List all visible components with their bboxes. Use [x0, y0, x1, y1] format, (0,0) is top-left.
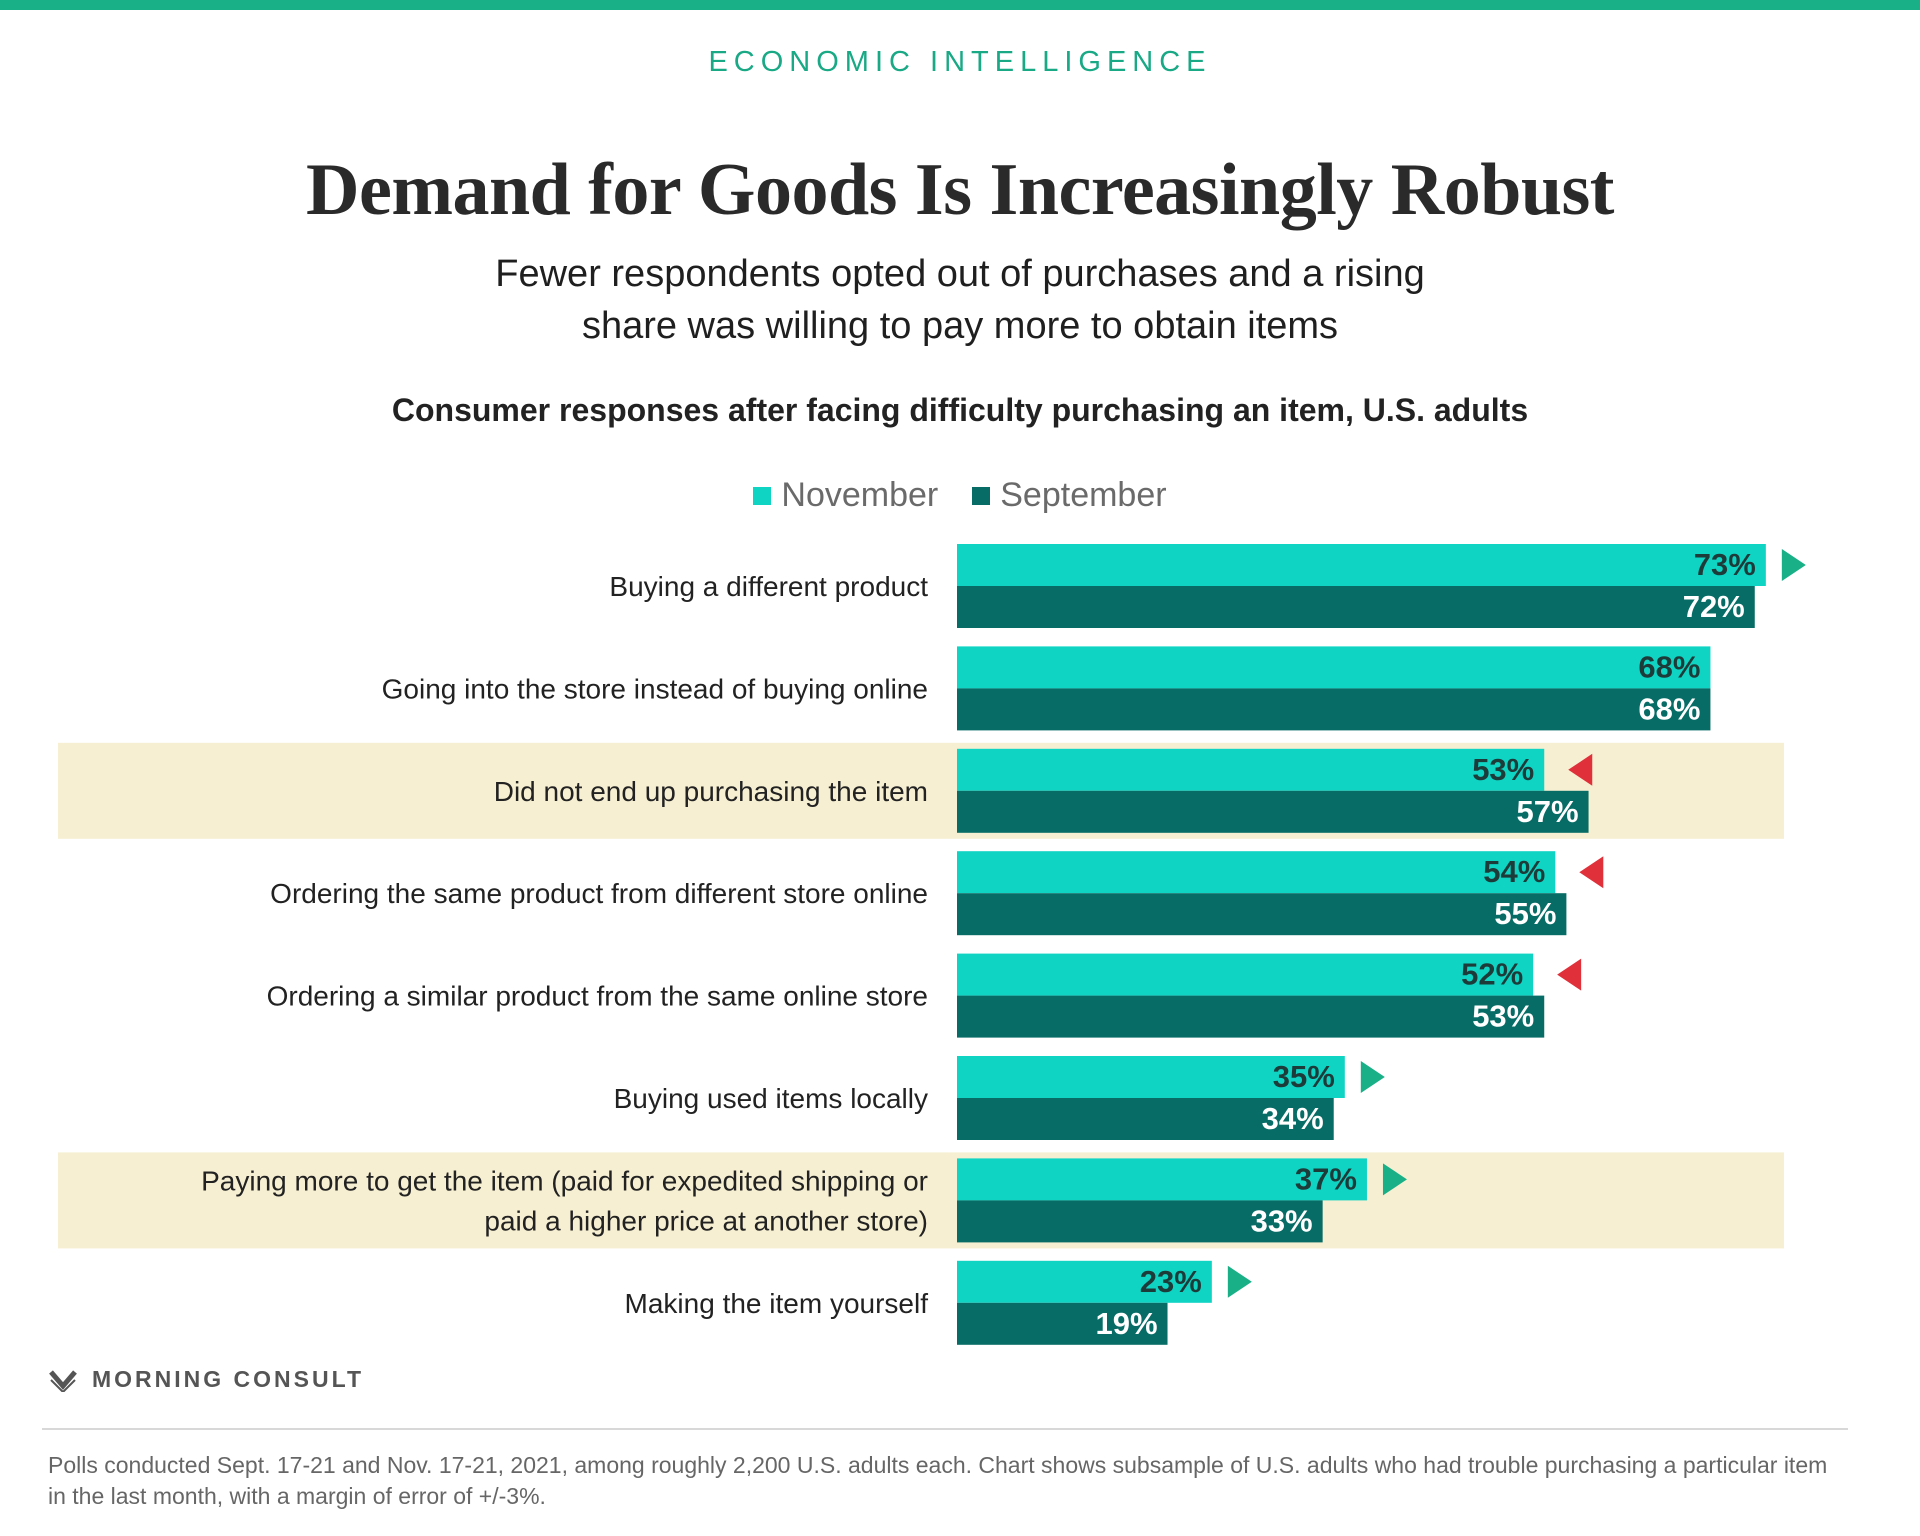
increase-arrow-icon [1382, 1163, 1407, 1196]
highlight-band [58, 1152, 1784, 1249]
bar-november [957, 851, 1556, 894]
bar-november [957, 1158, 1367, 1201]
category-label: Buying a different product [609, 571, 928, 602]
category-label: Ordering the same product from different… [270, 878, 928, 909]
category-label: Going into the store instead of buying o… [382, 673, 928, 704]
value-label-november: 73% [1694, 547, 1756, 582]
bar-november [957, 1260, 1212, 1303]
chart-heading: Consumer responses after facing difficul… [391, 392, 1529, 428]
footnote: Polls conducted Sept. 17-21 and Nov. 17-… [48, 1452, 1828, 1509]
value-label-september: 34% [1262, 1101, 1324, 1136]
value-label-november: 35% [1273, 1059, 1335, 1094]
bar-november [957, 646, 1711, 689]
decrease-arrow-icon [1557, 958, 1582, 991]
increase-arrow-icon [1781, 549, 1806, 581]
bar-september [957, 586, 1755, 628]
bar-september [957, 688, 1711, 731]
legend-label-september: September [1000, 476, 1167, 514]
chart-legend: November September [0, 476, 1920, 515]
value-label-september: 19% [1095, 1306, 1157, 1341]
value-label-november: 52% [1461, 957, 1523, 992]
category-label: Buying used items locally [614, 1083, 928, 1114]
value-label-september: 53% [1472, 999, 1534, 1034]
bar-november [957, 1056, 1345, 1098]
bar-november [957, 544, 1766, 586]
footer-divider [42, 1428, 1848, 1430]
value-label-september: 33% [1251, 1203, 1313, 1238]
bar-september [957, 1200, 1323, 1243]
value-label-november: 23% [1140, 1264, 1202, 1299]
legend-swatch-november [753, 486, 772, 505]
value-label-november: 54% [1483, 854, 1545, 889]
value-label-november: 37% [1295, 1161, 1357, 1196]
morning-consult-m-icon [49, 1369, 77, 1392]
category-label: Ordering a similar product from the same… [267, 981, 928, 1012]
legend-swatch-september [972, 486, 991, 505]
value-label-november: 68% [1638, 649, 1700, 684]
increase-arrow-icon [1227, 1265, 1252, 1298]
legend-label-november: November [781, 476, 939, 514]
bar-september [957, 790, 1589, 833]
category-label: paid a higher price at another store) [484, 1205, 928, 1236]
value-label-september: 72% [1683, 589, 1745, 624]
subtitle-line-1: Fewer respondents opted out of purchases… [495, 253, 1425, 295]
increase-arrow-icon [1360, 1061, 1385, 1093]
category-label: Paying more to get the item (paid for ex… [201, 1165, 928, 1196]
value-label-november: 53% [1472, 752, 1534, 787]
bar-november [957, 748, 1545, 791]
bar-november [957, 953, 1534, 996]
subtitle-line-2: share was willing to pay more to obtain … [581, 305, 1339, 347]
brand: MORNING CONSULT [48, 1366, 364, 1393]
decrease-arrow-icon [1568, 753, 1593, 786]
value-label-september: 55% [1494, 896, 1556, 931]
legend-item-november: November [753, 476, 938, 515]
top-accent-bar [0, 0, 1920, 10]
category-label: Did not end up purchasing the item [494, 776, 928, 807]
chart-title: Demand for Goods Is Increasingly Robust [306, 149, 1614, 231]
bar-september [957, 1098, 1334, 1140]
section-kicker: ECONOMIC INTELLIGENCE [708, 46, 1212, 78]
bar-september [957, 1302, 1168, 1345]
bar-september [957, 893, 1567, 936]
value-label-september: 57% [1517, 794, 1579, 829]
value-label-september: 68% [1638, 691, 1700, 726]
legend-item-september: September [972, 476, 1167, 515]
category-label: Making the item yourself [625, 1288, 929, 1319]
bar-september [957, 995, 1545, 1038]
decrease-arrow-icon [1579, 856, 1604, 889]
chart-subtitle: Fewer respondents opted out of purchases… [0, 248, 1920, 352]
brand-name: MORNING CONSULT [92, 1366, 365, 1392]
